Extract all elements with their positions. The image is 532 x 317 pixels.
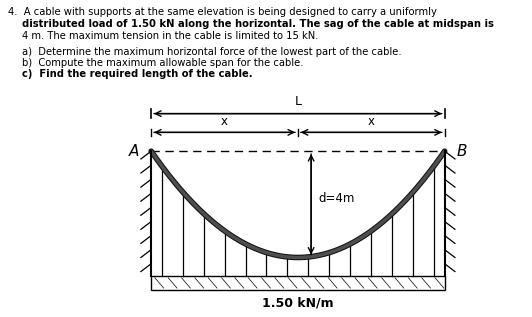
Text: x: x (221, 115, 228, 128)
Text: L: L (294, 95, 302, 108)
Text: c)  Find the required length of the cable.: c) Find the required length of the cable… (22, 69, 253, 79)
Text: a)  Determine the maximum horizontal force of the lowest part of the cable.: a) Determine the maximum horizontal forc… (22, 47, 402, 57)
Text: b)  Compute the maximum allowable span for the cable.: b) Compute the maximum allowable span fo… (22, 58, 303, 68)
Bar (151, 276, 445, 290)
Text: distributed load of 1.50 kN along the horizontal. The sag of the cable at midspa: distributed load of 1.50 kN along the ho… (22, 19, 494, 29)
Text: A: A (128, 144, 139, 158)
Text: x: x (368, 115, 375, 128)
Text: 4.  A cable with supports at the same elevation is being designed to carry a uni: 4. A cable with supports at the same ele… (8, 7, 437, 17)
Text: B: B (457, 144, 468, 158)
Text: d=4m: d=4m (319, 191, 355, 204)
Text: 4 m. The maximum tension in the cable is limited to 15 kN.: 4 m. The maximum tension in the cable is… (22, 31, 319, 41)
Text: 1.50 kN/m: 1.50 kN/m (262, 297, 334, 310)
